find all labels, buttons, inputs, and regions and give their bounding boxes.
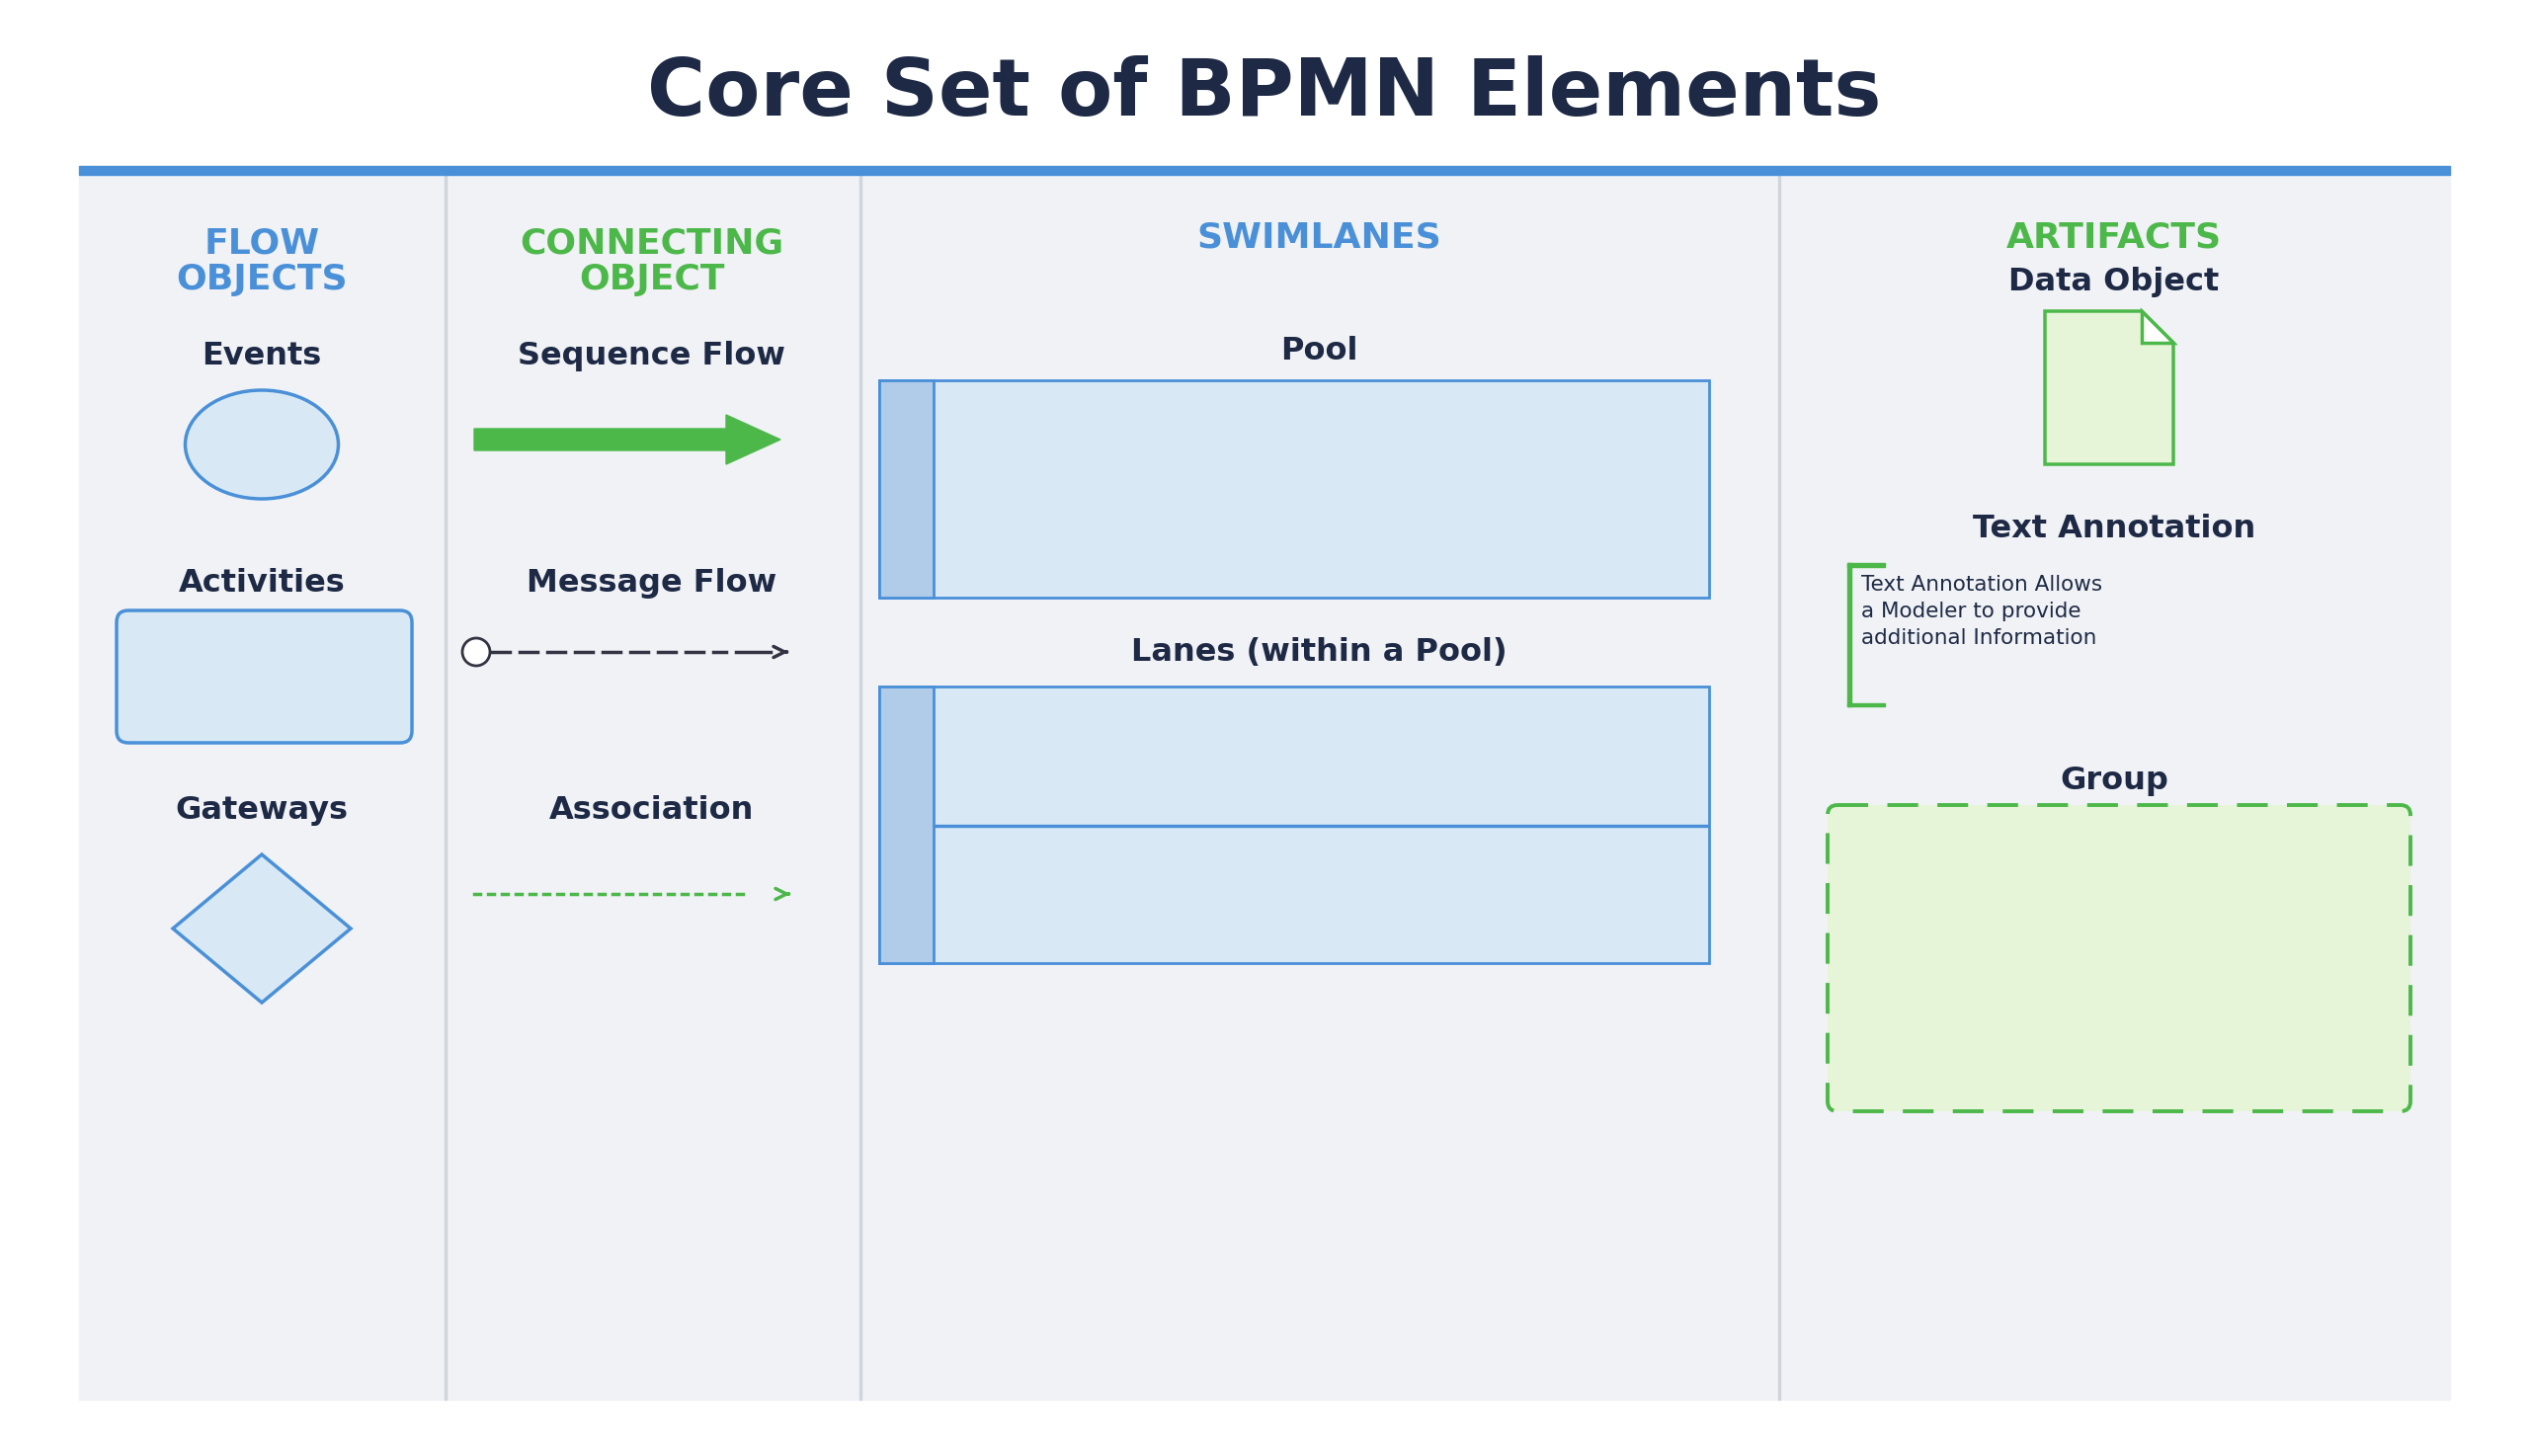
Bar bbox=[880, 687, 1710, 962]
Text: Association: Association bbox=[549, 795, 754, 826]
Text: Gateways: Gateways bbox=[175, 795, 349, 826]
Polygon shape bbox=[2046, 312, 2172, 464]
Ellipse shape bbox=[185, 390, 339, 499]
Circle shape bbox=[463, 638, 491, 665]
Text: Core Set of BPMN Elements: Core Set of BPMN Elements bbox=[647, 55, 1882, 132]
Bar bbox=[1846, 563, 1884, 566]
Text: Text Annotation: Text Annotation bbox=[1973, 513, 2256, 543]
Text: Lanes (within a Pool): Lanes (within a Pool) bbox=[1130, 636, 1507, 667]
Bar bbox=[880, 380, 1710, 597]
Text: Events: Events bbox=[202, 341, 321, 371]
Text: CONNECTING
OBJECT: CONNECTING OBJECT bbox=[521, 227, 784, 297]
Polygon shape bbox=[172, 855, 352, 1003]
Polygon shape bbox=[2142, 312, 2172, 342]
Text: Sequence Flow: Sequence Flow bbox=[518, 341, 787, 371]
FancyArrow shape bbox=[475, 415, 781, 464]
FancyBboxPatch shape bbox=[116, 610, 412, 743]
Bar bbox=[1846, 563, 1851, 706]
Text: Pool: Pool bbox=[1280, 335, 1358, 365]
Bar bbox=[1846, 703, 1884, 706]
FancyBboxPatch shape bbox=[1828, 805, 2410, 1111]
Bar bbox=[880, 380, 933, 597]
Text: SWIMLANES: SWIMLANES bbox=[1196, 220, 1442, 253]
Text: ARTIFACTS: ARTIFACTS bbox=[2005, 220, 2223, 253]
Text: FLOW
OBJECTS: FLOW OBJECTS bbox=[177, 227, 346, 297]
Text: Data Object: Data Object bbox=[2008, 266, 2220, 297]
Text: Message Flow: Message Flow bbox=[526, 568, 776, 598]
Bar bbox=[78, 166, 2451, 175]
Bar bbox=[933, 824, 1710, 827]
Bar bbox=[78, 175, 2451, 1399]
Bar bbox=[880, 687, 933, 962]
Text: Group: Group bbox=[2059, 764, 2167, 795]
Text: Text Annotation Allows
a Modeler to provide
additional Information: Text Annotation Allows a Modeler to prov… bbox=[1861, 575, 2102, 648]
Text: Activities: Activities bbox=[180, 568, 344, 598]
